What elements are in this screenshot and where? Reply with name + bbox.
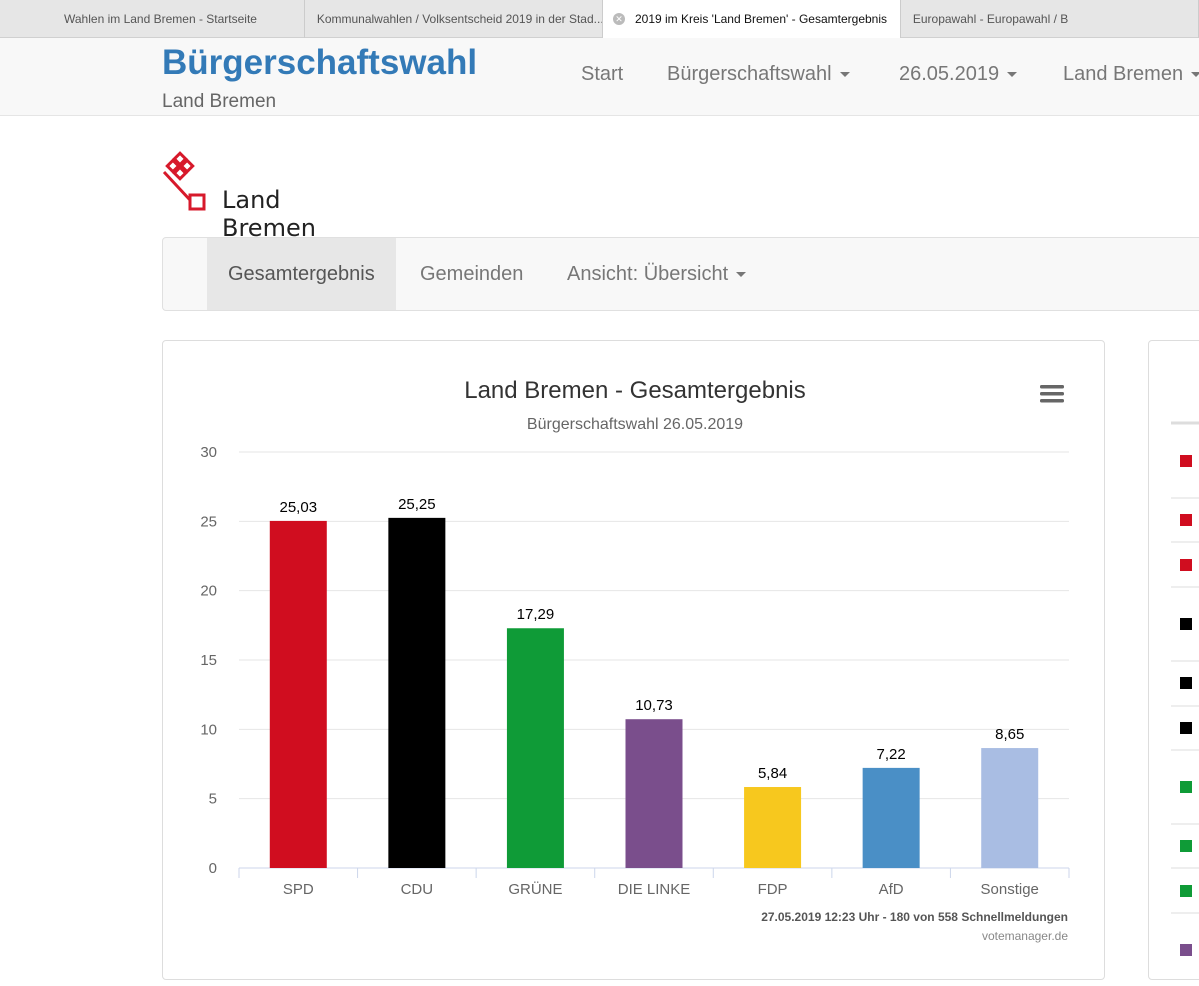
tab-label: 2019 im Kreis 'Land Bremen' - Gesamterge… [634,12,888,26]
x-tick-label: Sonstige [981,881,1039,898]
data-label: 25,25 [398,496,436,513]
x-tick-label: DIE LINKE [618,881,691,898]
data-label: 5,84 [758,765,787,782]
bremen-key-icon [162,151,206,211]
bar-fdp [744,787,802,868]
caret-down-icon [1007,72,1018,78]
legend-color-swatch [1180,944,1192,956]
tab-label: Kommunalwahlen / Volksentscheid 2019 in … [316,12,603,26]
bar-spd [269,520,327,868]
data-label: 17,29 [517,606,555,623]
legend-color-swatch [1180,885,1192,897]
nav-election-dropdown[interactable]: Bürgerschaftswahl [667,63,850,86]
menu-icon[interactable] [1040,385,1064,403]
data-label: 8,65 [995,726,1024,743]
chart-subtitle: Bürgerschaftswahl 26.05.2019 [527,416,743,433]
legend-color-swatch [1180,618,1192,630]
chart-footer: 27.05.2019 12:23 Uhr - 180 von 558 Schne… [761,910,1068,924]
nav-label: Bürgerschaftswahl [667,63,832,85]
nav-start[interactable]: Start [581,63,623,86]
x-tick-label: FDP [758,881,788,898]
bar-sonstige [981,748,1039,868]
tab-gemeinden[interactable]: Gemeinden [420,263,524,285]
x-tick-label: AfD [879,881,904,898]
legend-color-swatch [1180,559,1192,571]
chart-credit[interactable]: votemanager.de [982,929,1068,943]
legend-color-swatch [1180,514,1192,526]
view-dropdown[interactable]: Ansicht: Übersicht [546,238,767,310]
nav-label: Start [581,63,624,85]
bar-die-linke [625,719,683,868]
y-tick-label: 15 [200,652,217,669]
close-tab-icon[interactable]: ✕ [612,13,625,25]
bar-afd [862,767,920,868]
nav-label: 26.05.2019 [899,63,1000,85]
x-tick-label: CDU [401,881,434,898]
browser-tab-bar: Wahlen im Land Bremen - Startseite Kommu… [0,0,1199,38]
view-label: Ansicht: Übersicht [567,263,729,285]
sub-navigation: Gesamtergebnis Gemeinden Ansicht: Übersi… [162,237,1199,311]
legend-color-swatch [1180,781,1192,793]
x-tick-label: GRÜNE [508,880,562,898]
bar-chart: Land Bremen - Gesamtergebnis Bürgerschaf… [200,377,1070,943]
nav-region-dropdown[interactable]: Land Bremen [1063,63,1199,86]
y-tick-label: 0 [209,860,217,877]
nav-label: Land Bremen [1063,63,1184,85]
browser-tab[interactable]: Kommunalwahlen / Volksentscheid 2019 in … [305,0,603,38]
y-tick-label: 25 [200,513,217,530]
land-bremen-logo: Land Bremen [160,150,380,242]
navbar: Bürgerschaftswahl Land Bremen Start Bürg… [0,38,1199,116]
caret-down-icon [736,272,747,278]
legend-color-swatch [1180,455,1192,467]
x-tick-label: SPD [283,881,314,898]
legend-color-swatch [1180,722,1192,734]
caret-down-icon [1191,72,1199,78]
tab-label: Europawahl - Europawahl / B [912,12,1069,26]
chart-title: Land Bremen - Gesamtergebnis [464,377,806,404]
data-label: 10,73 [635,697,673,714]
browser-tab-active[interactable]: ✕ 2019 im Kreis 'Land Bremen' - Gesamterg… [602,0,901,38]
legend-color-swatch [1180,677,1192,689]
nav-date-dropdown[interactable]: 26.05.2019 [899,63,1018,86]
caret-down-icon [839,72,850,78]
y-tick-label: 10 [200,721,217,738]
tab-label: Wahlen im Land Bremen - Startseite [64,12,257,26]
bar-grüne [506,628,564,868]
brand-title[interactable]: Bürgerschaftswahl [162,43,478,82]
data-label: 7,22 [877,746,906,763]
logo-text: Land Bremen [222,186,316,242]
y-tick-label: 30 [200,444,217,461]
y-tick-label: 20 [200,583,217,600]
legend-color-swatch [1180,840,1192,852]
tab-gesamtergebnis[interactable]: Gesamtergebnis [207,238,396,310]
browser-tab[interactable]: Wahlen im Land Bremen - Startseite [0,0,305,38]
bar-cdu [388,517,446,868]
legend-side-panel [1148,340,1199,980]
data-label: 25,03 [280,499,318,516]
brand-subtitle: Land Bremen [162,91,277,112]
y-tick-label: 5 [209,791,217,808]
browser-tab[interactable]: Europawahl - Europawahl / B [901,0,1199,38]
chart-panel: Land Bremen - Gesamtergebnis Bürgerschaf… [162,340,1105,980]
